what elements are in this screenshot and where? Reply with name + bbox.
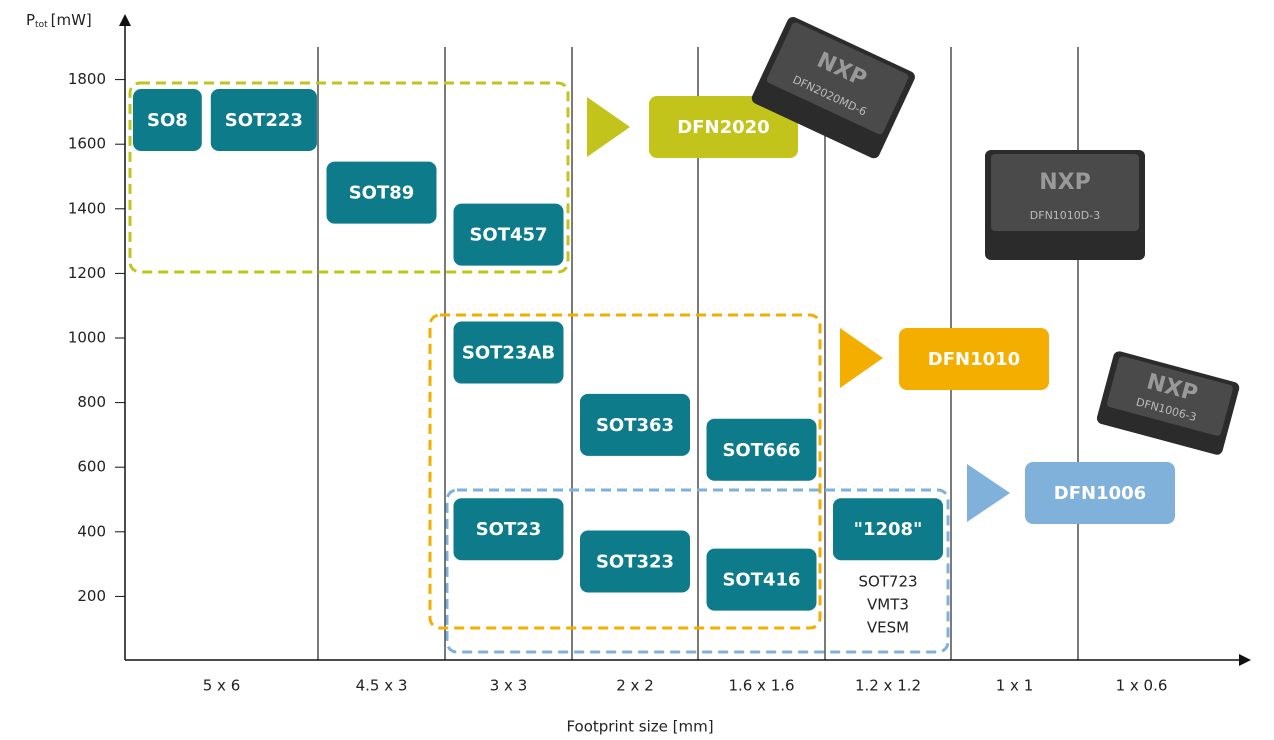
package — [706, 548, 817, 611]
chip: NXP DFN1010D-3 — [985, 150, 1145, 260]
package-label: SOT323 — [596, 552, 674, 573]
package-alias: VESM — [867, 619, 909, 637]
x-tick-label: 5 x 6 — [203, 677, 241, 695]
x-tick-label: 2 x 2 — [616, 677, 654, 695]
group-label: DFN1010 — [928, 349, 1020, 370]
y-tick-label: 1200 — [68, 264, 106, 282]
package-alias: SOT723 — [858, 573, 917, 591]
x-title: Footprint size [mm] — [566, 718, 713, 736]
y-title: Ptot [mW] — [26, 11, 92, 30]
package-label: SOT457 — [469, 225, 547, 246]
chip-top — [1107, 356, 1233, 436]
group-label: DFN2020 — [677, 117, 769, 138]
package-label: SOT89 — [349, 183, 415, 204]
y-tick-label: 800 — [77, 393, 106, 411]
package-label: "1208" — [854, 519, 923, 540]
y-tick-label: 1400 — [68, 199, 106, 217]
package-label: SOT666 — [722, 440, 800, 461]
group-arrow — [587, 97, 630, 157]
y-tick-label: 1800 — [68, 70, 106, 88]
package-label: SOT23AB — [462, 343, 555, 364]
package — [453, 498, 564, 561]
y-title-sub: tot — [35, 20, 48, 30]
package-label: SOT223 — [225, 110, 303, 131]
group-box — [1025, 462, 1175, 524]
group-box — [649, 96, 798, 158]
group-box — [899, 328, 1049, 390]
group-label: DFN1006 — [1054, 483, 1146, 504]
x-tick-label: 1.6 x 1.6 — [728, 677, 794, 695]
chip-top — [766, 22, 909, 135]
y-tick-label: 1600 — [68, 135, 106, 153]
package-label: SO8 — [147, 110, 188, 131]
y-tick-label: 600 — [77, 458, 106, 476]
group-region — [445, 488, 950, 654]
package — [453, 203, 564, 266]
package-label: SOT23 — [476, 519, 542, 540]
package — [133, 88, 202, 151]
package — [326, 161, 437, 224]
y-tick-label: 200 — [77, 587, 106, 605]
chip-label: DFN1010D-3 — [1030, 209, 1100, 222]
y-title-symbol: P — [26, 11, 35, 29]
x-tick-label: 1 x 1 — [996, 677, 1034, 695]
x-tick-label: 1.2 x 1.2 — [855, 677, 921, 695]
package — [706, 418, 817, 481]
package-alias: VMT3 — [867, 596, 909, 614]
group-arrow — [967, 464, 1010, 522]
chip-top — [991, 154, 1139, 231]
group-region — [428, 313, 822, 630]
package — [453, 321, 564, 384]
chip-logo: NXP — [1039, 170, 1091, 195]
y-title-unit: [mW] — [51, 11, 92, 29]
group-region — [128, 81, 570, 274]
package — [833, 498, 943, 561]
package — [210, 88, 317, 151]
group-arrow — [840, 328, 883, 388]
x-tick-label: 3 x 3 — [490, 677, 528, 695]
package — [580, 393, 690, 456]
package-label: SOT416 — [722, 570, 800, 591]
package — [580, 530, 690, 593]
y-tick-label: 1000 — [68, 329, 106, 347]
package-label: SOT363 — [596, 415, 674, 436]
x-tick-label: 1 x 0.6 — [1116, 677, 1168, 695]
x-tick-label: 4.5 x 3 — [356, 677, 408, 695]
y-tick-label: 400 — [77, 522, 106, 540]
